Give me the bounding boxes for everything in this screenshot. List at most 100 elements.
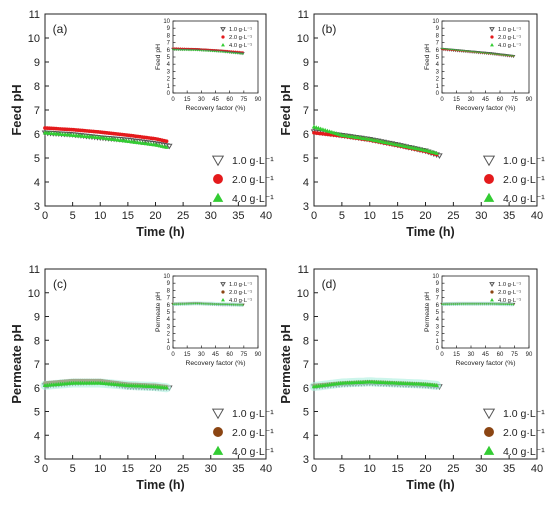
x-tick-label: 5 [70,463,76,475]
inset-data-point [228,50,231,52]
inset-x-tick-label: 75 [511,352,518,358]
inset-legend-label: 4.0 g·L⁻¹ [229,43,252,49]
inset-y-tick-label: 2 [167,332,171,338]
inset-data-point [442,303,445,305]
inset-data-point [240,52,242,55]
legend-label: 2.0 g·L⁻¹ [232,174,274,186]
inset-data-point [238,52,241,55]
inset-y-tick-label: 3 [167,69,171,75]
inset-data-point [441,47,443,50]
inset-data-point [194,49,197,51]
inset-frame [172,20,259,94]
inset-x-axis-title: Recovery factor (%) [185,105,245,112]
inset-y-tick-label: 4 [167,317,171,323]
inset-legend: 1.0 g·L⁻¹ 2.0 g·L⁻¹ 4.0 g·L⁻¹ [220,27,252,49]
inset-data-point [173,303,176,305]
inset-legend-label: 2.0 g·L⁻¹ [229,290,252,296]
inset-data-point [464,49,467,52]
x-tick-label: 35 [232,463,244,475]
inset-x-tick-label: 90 [526,97,533,103]
inset-data-point [172,47,174,49]
y-tick-label: 5 [34,407,40,419]
y-tick-label: 8 [34,335,40,347]
inset-data-point [200,49,203,52]
inset-y-tick-label: 8 [167,33,171,39]
inset-data-point [479,302,482,305]
inset-data-point [206,49,208,52]
inset-data-point [232,51,235,54]
inset-data-point [200,302,203,305]
inset-y-tick-label: 9 [167,26,171,32]
inset-data-point [504,303,507,305]
inset-data-point [230,50,233,52]
y-tick-label: 8 [303,81,309,93]
inset-data-point [223,303,225,305]
inset-data-point [226,51,229,54]
inset-y-tick-label: 4 [167,62,171,68]
inset-data-point [481,302,484,305]
inset-y-tick-label: 9 [167,281,171,287]
legend-marker [483,445,495,455]
inset-x-tick-label: 45 [212,352,219,358]
x-tick-label: 15 [392,210,404,222]
inset-data-point [236,303,239,306]
inset-data-point [460,49,463,52]
inset-data-point [232,303,235,306]
inset-y-tick-label: 9 [436,281,440,287]
inset-data-point [493,52,496,55]
inset-y-tick-label: 6 [167,303,171,309]
inset-data-point [225,49,227,52]
inset-data-point [211,48,214,51]
inset-data-point [458,302,461,305]
inset-data-point [174,47,176,49]
x-tick-label: 5 [339,210,345,222]
inset-data-point [196,49,199,51]
inset-data-point [213,50,216,52]
x-tick-label: 25 [177,210,189,222]
inset-data-point [223,50,225,53]
inset-data-point [448,48,451,50]
inset-legend-marker [221,35,225,39]
legend-label: 2.0 g·L⁻¹ [232,427,274,439]
inset-data-point [213,49,216,51]
inset-legend-label: 4.0 g·L⁻¹ [229,298,252,304]
legend: 1.0 g·L⁻¹ 2.0 g·L⁻¹ 4.0 g·L⁻¹ [211,155,274,205]
inset-y-tick-label: 3 [436,324,440,330]
y-tick-label: 11 [29,9,40,21]
inset-data-point [238,303,241,306]
inset-data-point [173,48,176,51]
y-axis-title: Feed pH [278,84,293,135]
legend-marker [484,174,494,184]
y-tick-label: 8 [34,81,40,93]
inset-y-tick-label: 6 [436,303,440,309]
inset-legend-label: 1.0 g·L⁻¹ [229,27,252,33]
inset-data-point [500,53,503,56]
inset-data-point [512,303,515,306]
inset-x-tick-label: 15 [184,97,191,103]
inset-x-tick-label: 15 [453,352,460,358]
inset-x-axis-title: Recovery factor (%) [185,360,245,367]
x-axis-title: Time (h) [136,478,184,492]
inset-y-tick-label: 4 [436,317,440,323]
y-tick-label: 6 [303,383,309,395]
inset-y-tick-label: 5 [436,310,440,316]
inset-data-point [224,303,227,305]
legend-marker [213,174,223,184]
inset-data-point [489,302,492,305]
inset-y-tick-label: 2 [436,332,440,338]
inset-x-tick-label: 90 [255,97,262,103]
x-tick-label: 0 [311,210,317,222]
inset-y-tick-label: 7 [436,296,440,302]
inset-data-point [172,303,174,305]
inset-x-tick-label: 0 [440,97,444,103]
x-axis-title: Time (h) [406,478,454,492]
inset-data-point [194,47,197,50]
legend-marker [211,155,225,167]
series-3 [42,130,169,149]
y-tick-label: 10 [297,33,309,45]
inset-data-point [200,48,203,50]
x-tick-label: 25 [177,463,189,475]
inset-data-point [241,52,244,55]
inset-data-point [473,302,476,305]
